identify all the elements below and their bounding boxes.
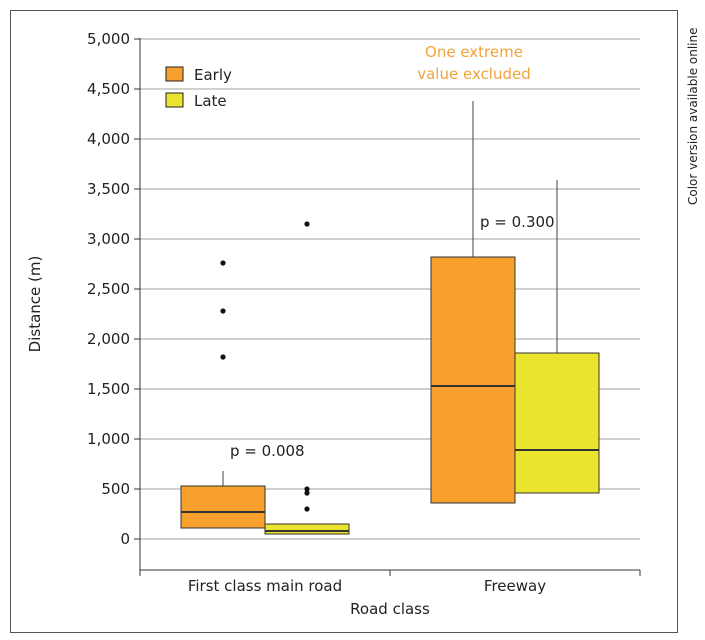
outlier-early-first-class-0 [220, 354, 226, 360]
box-series [180, 101, 600, 535]
extreme-note-line-2: value excluded [417, 65, 531, 83]
outlier-late-first-class-3 [304, 221, 310, 227]
y-tick-label-1000: 1,000 [87, 430, 130, 448]
p-value-label-1: p = 0.300 [480, 213, 555, 231]
y-axis-title: Distance (m) [26, 256, 44, 353]
legend-swatch-late [165, 92, 184, 108]
extreme-note-line-1: One extreme [425, 43, 523, 61]
x-tick-label-first-class: First class main road [188, 577, 342, 595]
y-tick-label-4000: 4,000 [87, 130, 130, 148]
legend-label-late: Late [194, 92, 227, 110]
legend-label-early: Early [194, 66, 232, 84]
outlier-late-first-class-0 [304, 506, 310, 512]
axis-labels: First class main road Freeway Road class… [26, 256, 546, 618]
x-tick-label-freeway: Freeway [484, 577, 546, 595]
x-axis-title: Road class [350, 600, 430, 618]
outlier-late-first-class-2 [304, 486, 310, 492]
annotations: One extreme value excluded p = 0.008 p = … [230, 43, 555, 460]
figure-frame [10, 10, 678, 633]
box-early-freeway [430, 256, 516, 504]
y-tick-label-0: 0 [120, 530, 130, 548]
outlier-early-first-class-2 [220, 260, 226, 266]
y-tick-label-2500: 2,500 [87, 280, 130, 298]
y-tick-label-500: 500 [101, 480, 130, 498]
y-tick-label-2000: 2,000 [87, 330, 130, 348]
y-tick-label-3000: 3,000 [87, 230, 130, 248]
color-version-note-text: Color version available online [686, 27, 700, 206]
axes [139, 38, 641, 576]
box-early-first-class [180, 485, 266, 529]
y-tick-labels: 0 500 1,000 1,500 2,000 2,500 3,000 3,500 4,000 4… [87, 30, 130, 548]
outlier-late-first-class-1 [304, 490, 310, 496]
y-tick-label-5000: 5,000 [87, 30, 130, 48]
box-late-first-class [264, 523, 350, 535]
y-tick-label-3500: 3,500 [87, 180, 130, 198]
box-late-freeway [514, 352, 600, 494]
legend: Early Late [165, 66, 232, 110]
p-value-label-0: p = 0.008 [230, 442, 305, 460]
legend-swatch-early [165, 66, 184, 82]
y-tick-label-4500: 4,500 [87, 80, 130, 98]
outlier-early-first-class-1 [220, 308, 226, 314]
y-tick-label-1500: 1,500 [87, 380, 130, 398]
